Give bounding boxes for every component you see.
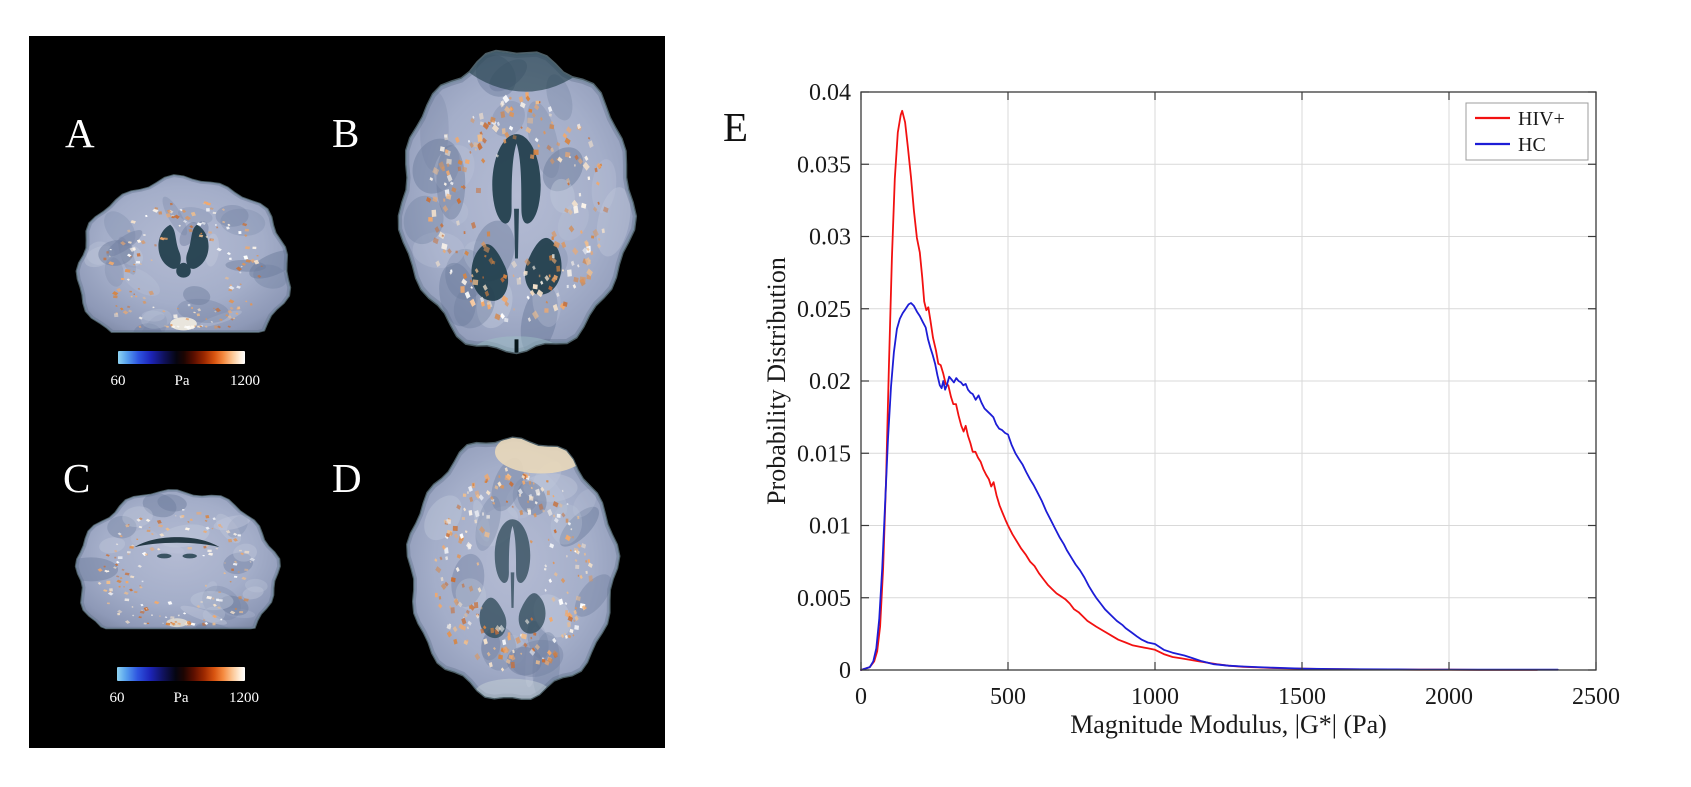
y-tick-label: 0.02 [809,369,851,395]
y-axis-label: Probability Distribution [762,257,791,505]
y-tick-label: 0.04 [809,80,851,106]
brain-mri-axial-b [397,49,638,355]
colorbar-unit-label: Pa [174,373,190,389]
x-tick-label: 2000 [1425,684,1473,710]
legend: HIV+ HC [1465,102,1589,161]
x-tick-label: 1000 [1131,684,1179,710]
y-tick-label: 0.015 [797,441,851,467]
x-tick-label: 1500 [1278,684,1326,710]
panel-label-e: E [723,104,749,150]
elasticity-colorbar-top [118,351,245,364]
brain-mri-coronal-a [75,174,292,333]
panel-label-c: C [63,455,91,501]
colorbar-min-label: 60 [110,373,126,389]
x-tick-label: 0 [855,684,867,710]
x-tick-label: 2500 [1572,684,1620,710]
series-line-hiv [860,109,1539,671]
y-tick-label: 0 [839,658,851,684]
probability-distribution-chart: E 0 500 1000 1500 2000 2500 0 0.005 0.01 0.015 0.0… [650,80,1691,770]
tick-labels: 0 500 1000 1500 2000 2500 0 0.005 0.01 0.015 0.02 0… [797,80,1620,710]
panel-label-a: A [65,110,95,156]
tick-marks [860,91,1597,671]
colorbar-unit-label: Pa [173,690,189,706]
x-tick-label: 500 [990,684,1026,710]
chart-canvas: 0 500 1000 1500 2000 2500 0 0.005 0.01 0.015 0.02 0… [762,80,1620,739]
colorbar-min-label: 60 [109,690,125,706]
panel-label-d: D [332,455,362,501]
y-tick-label: 0.025 [797,297,851,323]
brain-mri-coronal-c [74,489,281,630]
gridlines [861,92,1596,670]
y-tick-label: 0.005 [797,586,851,612]
brain-mri-axial-d [406,436,621,701]
colorbar-max-label: 1200 [230,373,260,389]
colorbar-max-label: 1200 [229,690,259,706]
legend-label: HC [1518,134,1546,156]
y-tick-label: 0.035 [797,152,851,178]
series-line-hc [860,302,1559,671]
y-tick-label: 0.03 [809,225,851,251]
series-lines [860,109,1559,671]
panel-label-b: B [332,110,360,156]
y-tick-label: 0.01 [809,514,851,540]
legend-label: HIV+ [1518,108,1565,130]
elasticity-colorbar-bottom [117,667,245,681]
mri-panel: A B C D 60 Pa 1200 60 Pa 1200 [29,36,665,748]
x-axis-label: Magnitude Modulus, |G*| (Pa) [1070,710,1387,739]
